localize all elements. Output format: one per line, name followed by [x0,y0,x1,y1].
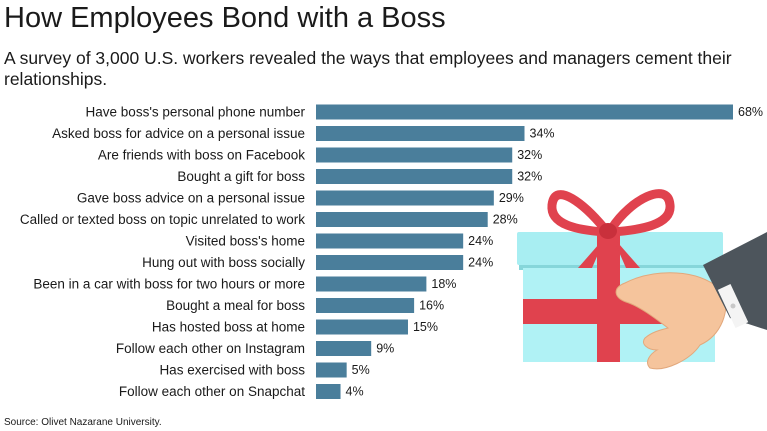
bar [316,341,372,356]
bar [316,276,427,292]
value-label: 29% [499,191,524,205]
value-label: 5% [352,363,370,377]
category-label: Hung out with boss socially [142,255,305,270]
value-label: 32% [517,170,542,184]
source-note: Source: Olivet Nazarane University. [4,417,162,428]
category-label: Have boss's personal phone number [86,105,306,120]
category-label: Been in a car with boss for two hours or… [33,277,305,292]
value-label: 24% [468,234,493,248]
value-label: 15% [413,320,438,334]
category-label: Bought a gift for boss [177,169,305,184]
value-label: 68% [738,105,763,119]
category-label: Bought a meal for boss [166,298,305,313]
bar [316,362,347,378]
bar [316,104,733,120]
category-label: Has hosted boss at home [152,320,305,335]
value-label: 16% [419,299,444,313]
category-label: Follow each other on Instagram [116,341,305,356]
bar [316,298,415,313]
chart-subtitle: A survey of 3,000 U.S. workers revealed … [4,48,732,89]
category-label: Follow each other on Snapchat [119,384,305,399]
value-label: 9% [376,342,394,356]
value-label: 18% [431,277,456,291]
category-label: Gave boss advice on a personal issue [77,191,305,206]
category-label: Asked boss for advice on a personal issu… [52,126,305,141]
value-label: 4% [346,385,364,399]
value-label: 32% [517,148,542,162]
category-label: Are friends with boss on Facebook [98,148,305,163]
value-label: 28% [493,213,518,227]
bar [316,169,513,184]
bar [316,384,341,399]
bar [316,255,464,270]
category-label: Visited boss's home [186,234,305,249]
bar [316,233,464,249]
bar [316,212,488,227]
category-label: Has exercised with boss [159,363,305,378]
category-label: Called or texted boss on topic unrelated… [20,212,305,227]
bar [316,319,408,335]
value-label: 24% [468,256,493,270]
chart-title: How Employees Bond with a Boss [4,2,446,34]
value-label: 34% [530,127,555,141]
bar [316,126,525,141]
bar [316,147,513,163]
bar [316,190,494,206]
